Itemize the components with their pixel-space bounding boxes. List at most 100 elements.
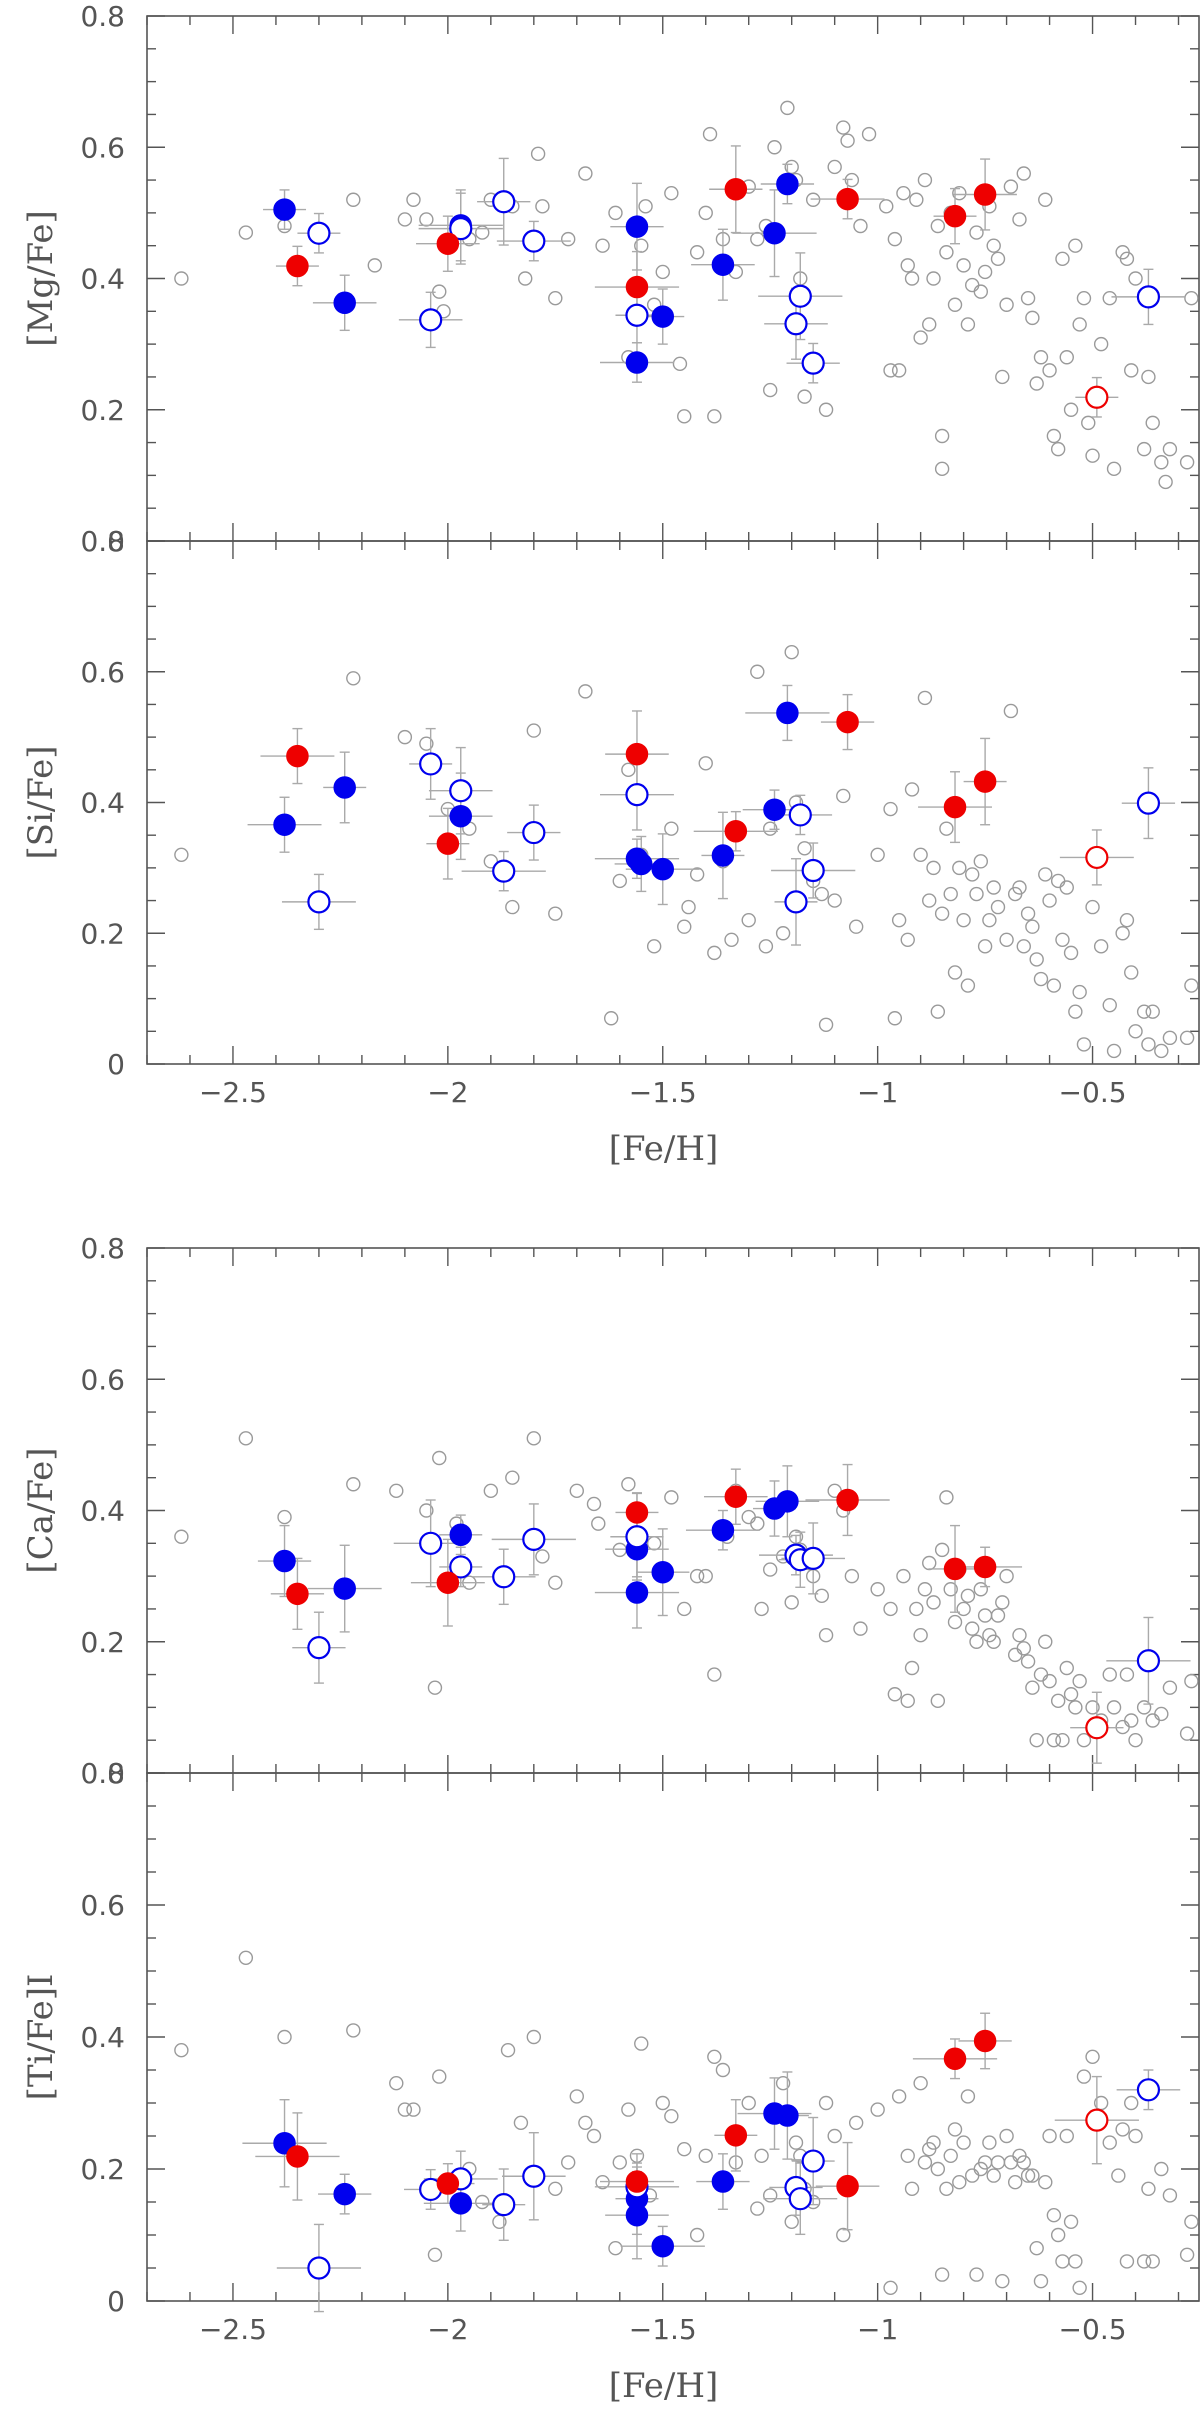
data-point-filled <box>625 742 649 766</box>
panel-2: 0 0.2 0.4 0.6 0.8 −2.5 −2 −1.5 −1 −0.5 [Fe/H] [Si/F… <box>21 525 1200 1169</box>
background-point <box>1038 192 1053 207</box>
background-point <box>853 218 868 234</box>
panel-4: 0 0.2 0.4 0.6 0.8 −2.5 −2 −1.5 −1 −0.5 [Fe/H] [Ti/F… <box>21 1757 1200 2406</box>
background-point <box>1102 997 1117 1013</box>
background-point <box>707 1667 722 1682</box>
y-tick-label: 0 <box>107 1048 125 1081</box>
background-point <box>883 363 898 378</box>
background-point <box>750 231 765 247</box>
data-point-filled <box>625 1581 649 1604</box>
y-tick-label: 0.4 <box>80 1495 125 1528</box>
background-point <box>483 854 499 869</box>
background-point <box>973 284 989 299</box>
background-point <box>982 2135 997 2150</box>
background-point <box>960 1588 976 1604</box>
data-point-filled <box>836 187 859 211</box>
background-point <box>960 2089 976 2104</box>
background-point <box>475 225 490 240</box>
data-point-filled <box>286 1582 309 1606</box>
data-point-open <box>1136 791 1161 815</box>
data-point-filled <box>943 2047 967 2071</box>
data-point-open <box>784 312 808 336</box>
background-point <box>1068 1700 1083 1715</box>
y-tick-label: 0 <box>107 1757 125 1790</box>
data-point-open <box>788 284 812 308</box>
background-point <box>1016 166 1031 181</box>
background-point <box>960 317 976 332</box>
background-point <box>750 2201 765 2216</box>
x-tick-label: −0.5 <box>1059 2313 1127 2346</box>
background-point <box>1059 1660 1074 1676</box>
background-point <box>1184 1673 1199 1689</box>
background-point <box>397 212 413 227</box>
background-point <box>1055 1732 1070 1748</box>
background-point <box>1042 363 1057 378</box>
background-point <box>595 238 610 253</box>
background-point <box>939 245 954 260</box>
background-point <box>1059 350 1074 365</box>
background-point <box>664 185 679 201</box>
data-point-open <box>1085 845 1109 870</box>
background-point <box>1068 2254 1083 2269</box>
data-point-open <box>449 217 473 241</box>
y-tick-label: 0.4 <box>80 263 125 296</box>
background-point <box>1042 2128 1057 2144</box>
background-point <box>1063 402 1079 417</box>
background-point <box>883 2280 898 2296</box>
background-point <box>174 1529 189 1544</box>
background-point <box>827 2128 842 2144</box>
background-point <box>698 2148 713 2164</box>
data-point-filled <box>711 2170 735 2193</box>
background-point <box>848 919 864 934</box>
data-point-open <box>1085 2108 1109 2132</box>
background-point <box>702 126 718 142</box>
background-point <box>1162 2188 1178 2203</box>
background-point <box>1016 939 1031 954</box>
background-point <box>930 218 946 234</box>
background-point <box>1059 880 1074 895</box>
background-point <box>879 199 894 214</box>
background-point <box>406 192 421 207</box>
background-point <box>1059 2128 1074 2144</box>
background-point <box>939 821 954 836</box>
data-point-filled <box>724 1485 748 1508</box>
y-tick-label: 0.6 <box>80 1363 125 1396</box>
data-point-filled <box>333 2182 356 2206</box>
background-point <box>1179 1030 1195 1046</box>
x-tick-label: −0.5 <box>1059 1076 1127 1109</box>
background-point <box>1046 1732 1062 1748</box>
background-point <box>689 245 705 260</box>
background-point <box>977 939 993 954</box>
background-point <box>900 1693 915 1709</box>
background-point <box>1029 376 1044 391</box>
background-point <box>1085 2049 1100 2065</box>
background-point <box>238 1950 254 1966</box>
background-point <box>586 1496 602 1512</box>
data-point-filled <box>763 798 786 821</box>
background-point <box>913 330 928 345</box>
background-point <box>1025 2168 1040 2183</box>
x-tick-label: −1 <box>857 1076 898 1109</box>
background-point <box>1102 290 1117 306</box>
background-point <box>973 854 989 869</box>
data-point-filled <box>286 2145 309 2168</box>
background-point <box>646 1536 662 1551</box>
background-point <box>548 1575 563 1590</box>
data-point-filled <box>333 776 356 799</box>
background-point <box>1106 1700 1122 1715</box>
background-point <box>1063 2214 1079 2230</box>
background-point <box>427 1680 443 1695</box>
background-point <box>681 899 696 915</box>
data-point-open <box>1085 1716 1109 1740</box>
data-point-open <box>788 2187 812 2211</box>
background-point <box>763 1562 778 1577</box>
background-point <box>1068 1004 1083 1019</box>
background-point <box>870 847 885 862</box>
background-point <box>1184 290 1199 306</box>
background-point <box>1093 939 1109 954</box>
background-point <box>530 146 546 162</box>
background-point <box>952 2174 967 2190</box>
data-point-filled <box>836 1488 859 1512</box>
background-point <box>677 409 692 424</box>
background-point <box>926 271 941 286</box>
